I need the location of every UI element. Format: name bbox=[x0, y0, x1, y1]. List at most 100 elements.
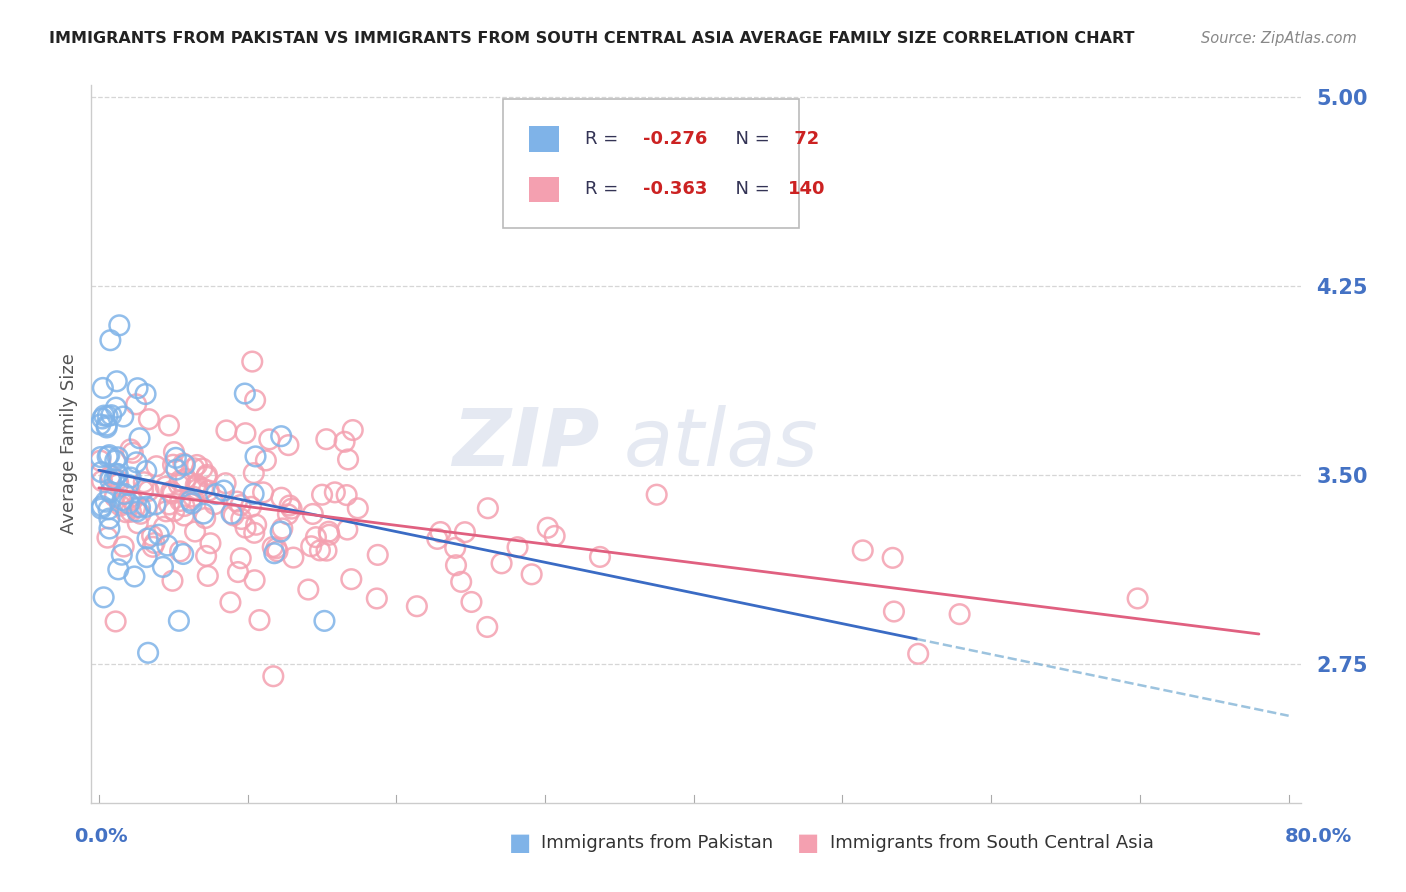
Point bbox=[125, 397, 148, 411]
Point bbox=[135, 550, 157, 565]
Point bbox=[105, 374, 128, 388]
Point bbox=[336, 488, 359, 502]
Point bbox=[135, 500, 157, 514]
Point bbox=[108, 318, 131, 333]
Point bbox=[477, 620, 499, 634]
Point bbox=[323, 485, 346, 500]
Point bbox=[169, 494, 191, 508]
Point bbox=[240, 354, 263, 368]
Point bbox=[100, 468, 122, 483]
Point bbox=[195, 469, 218, 483]
Point bbox=[152, 560, 174, 574]
Point bbox=[270, 429, 292, 443]
Point bbox=[142, 540, 165, 554]
Point bbox=[111, 548, 134, 562]
Text: R =: R = bbox=[585, 129, 624, 147]
Text: Source: ZipAtlas.com: Source: ZipAtlas.com bbox=[1201, 31, 1357, 46]
Point bbox=[96, 531, 118, 545]
Point bbox=[127, 381, 149, 395]
Point bbox=[309, 543, 332, 558]
Point bbox=[160, 484, 183, 499]
Point bbox=[184, 478, 207, 492]
Point bbox=[233, 386, 256, 401]
Point bbox=[184, 524, 207, 539]
Point bbox=[103, 472, 125, 486]
Point bbox=[305, 530, 328, 544]
Point bbox=[426, 532, 449, 546]
Point bbox=[90, 465, 112, 479]
Point bbox=[111, 496, 134, 510]
Point bbox=[454, 525, 477, 540]
Point bbox=[263, 546, 285, 560]
Text: 72: 72 bbox=[787, 129, 820, 147]
Point bbox=[194, 511, 217, 525]
Point bbox=[186, 483, 208, 497]
Point bbox=[115, 505, 138, 519]
Point bbox=[1126, 591, 1149, 606]
Text: R =: R = bbox=[585, 180, 624, 198]
Point bbox=[197, 483, 219, 498]
Point bbox=[266, 544, 288, 558]
Point bbox=[645, 488, 668, 502]
Point bbox=[90, 450, 112, 464]
Point bbox=[315, 432, 337, 446]
Point bbox=[882, 550, 904, 565]
Point bbox=[120, 470, 142, 484]
Point bbox=[252, 485, 274, 500]
Point bbox=[336, 523, 359, 537]
Point bbox=[172, 457, 194, 471]
Point bbox=[219, 595, 242, 609]
Point bbox=[242, 487, 264, 501]
Point bbox=[129, 507, 152, 521]
Point bbox=[240, 500, 263, 514]
Point bbox=[107, 477, 129, 491]
Point bbox=[444, 541, 467, 555]
Point bbox=[110, 499, 132, 513]
Point bbox=[229, 551, 252, 566]
Point bbox=[107, 467, 129, 481]
Point bbox=[104, 453, 127, 467]
FancyBboxPatch shape bbox=[529, 177, 560, 202]
Point bbox=[169, 474, 191, 488]
Point bbox=[124, 569, 146, 583]
Point bbox=[153, 520, 176, 534]
Point bbox=[477, 501, 499, 516]
Point bbox=[367, 548, 389, 562]
Text: 140: 140 bbox=[787, 180, 825, 198]
Point bbox=[107, 473, 129, 487]
Point bbox=[155, 504, 177, 518]
Point bbox=[98, 473, 121, 487]
Point bbox=[243, 393, 266, 408]
Point bbox=[112, 540, 135, 554]
Point bbox=[337, 452, 360, 467]
Point bbox=[143, 536, 166, 550]
Point bbox=[215, 424, 238, 438]
Point bbox=[301, 507, 323, 521]
Point bbox=[93, 409, 115, 423]
Point bbox=[90, 501, 112, 516]
Point bbox=[173, 499, 195, 513]
Point bbox=[167, 477, 190, 491]
FancyBboxPatch shape bbox=[529, 127, 560, 152]
Point bbox=[186, 477, 208, 491]
Point bbox=[346, 501, 368, 516]
Point bbox=[169, 544, 191, 558]
Point bbox=[107, 562, 129, 576]
Point bbox=[270, 524, 292, 539]
Point bbox=[262, 540, 284, 554]
Point bbox=[91, 411, 114, 425]
Point bbox=[195, 549, 218, 563]
Point bbox=[100, 408, 122, 422]
Point bbox=[297, 582, 319, 597]
Point bbox=[242, 466, 264, 480]
Point bbox=[91, 474, 114, 488]
Point bbox=[121, 493, 143, 508]
Point bbox=[231, 512, 253, 526]
Text: N =: N = bbox=[724, 180, 775, 198]
Point bbox=[852, 543, 875, 558]
Point bbox=[112, 409, 135, 424]
Point bbox=[342, 423, 364, 437]
Point bbox=[229, 498, 252, 512]
Point bbox=[117, 478, 139, 492]
Point bbox=[135, 464, 157, 478]
